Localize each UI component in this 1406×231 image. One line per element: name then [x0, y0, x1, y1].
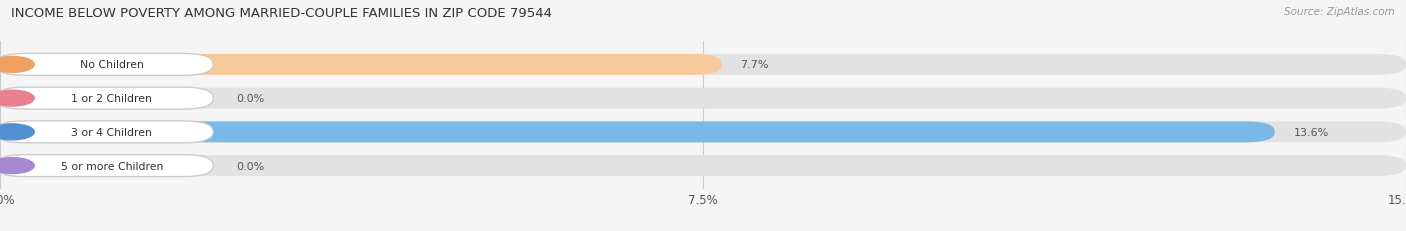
Circle shape: [0, 57, 34, 73]
FancyBboxPatch shape: [0, 88, 214, 110]
Text: 1 or 2 Children: 1 or 2 Children: [72, 94, 152, 104]
Text: No Children: No Children: [80, 60, 143, 70]
FancyBboxPatch shape: [0, 121, 214, 143]
FancyBboxPatch shape: [0, 55, 721, 76]
Circle shape: [0, 91, 34, 107]
Text: 3 or 4 Children: 3 or 4 Children: [72, 127, 152, 137]
FancyBboxPatch shape: [0, 155, 1406, 176]
Text: Source: ZipAtlas.com: Source: ZipAtlas.com: [1284, 7, 1395, 17]
Text: 13.6%: 13.6%: [1294, 127, 1329, 137]
FancyBboxPatch shape: [0, 155, 214, 177]
Text: 5 or more Children: 5 or more Children: [60, 161, 163, 171]
Circle shape: [0, 158, 34, 174]
Circle shape: [0, 124, 34, 140]
Text: 7.7%: 7.7%: [741, 60, 769, 70]
FancyBboxPatch shape: [0, 155, 186, 176]
Text: INCOME BELOW POVERTY AMONG MARRIED-COUPLE FAMILIES IN ZIP CODE 79544: INCOME BELOW POVERTY AMONG MARRIED-COUPL…: [11, 7, 553, 20]
FancyBboxPatch shape: [0, 88, 186, 109]
FancyBboxPatch shape: [0, 54, 214, 76]
FancyBboxPatch shape: [0, 122, 1275, 143]
FancyBboxPatch shape: [0, 122, 1406, 143]
FancyBboxPatch shape: [0, 55, 1406, 76]
Text: 0.0%: 0.0%: [236, 94, 264, 104]
Text: 0.0%: 0.0%: [236, 161, 264, 171]
FancyBboxPatch shape: [0, 88, 1406, 109]
